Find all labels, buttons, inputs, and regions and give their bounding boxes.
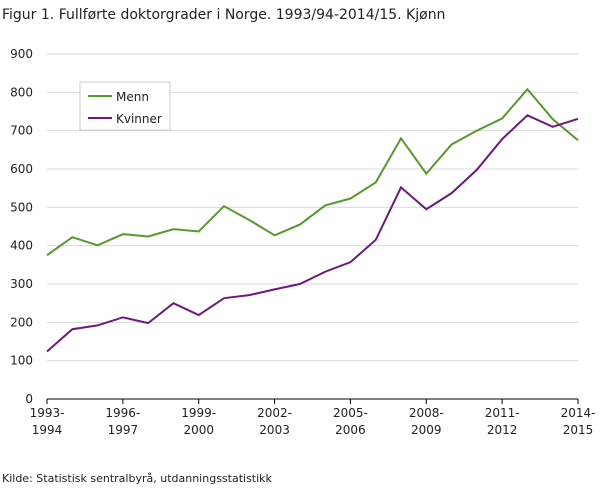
legend-box xyxy=(79,81,171,131)
y-tick-label: 600 xyxy=(10,162,33,176)
x-tick-label: 1993-1994 xyxy=(30,406,65,437)
y-tick-label: 200 xyxy=(10,315,33,329)
x-tick-label: 2002-2003 xyxy=(257,406,292,437)
legend-label: Kvinner xyxy=(116,112,162,126)
y-tick-label: 900 xyxy=(10,47,33,61)
chart-title: Figur 1. Fullførte doktorgrader i Norge.… xyxy=(2,7,445,23)
x-tick-label: 2014-2015 xyxy=(561,406,596,437)
y-tick-label: 0 xyxy=(25,392,33,406)
x-tick-label: 2005-2006 xyxy=(333,406,368,437)
y-tick-label: 400 xyxy=(10,239,33,253)
legend-label: Menn xyxy=(116,90,149,104)
y-tick-label: 700 xyxy=(10,124,33,138)
source-note: Kilde: Statistisk sentralbyrå, utdanning… xyxy=(2,472,273,485)
y-tick-label: 500 xyxy=(10,200,33,214)
x-tick-label: 2011-2012 xyxy=(485,406,520,437)
series-line xyxy=(46,114,579,353)
x-tick-label: 1999-2000 xyxy=(181,406,216,437)
x-tick-label: 1996-1997 xyxy=(105,406,140,437)
series-line xyxy=(46,87,579,257)
y-tick-label: 100 xyxy=(10,354,33,368)
y-tick-label: 800 xyxy=(10,85,33,99)
x-tick-label: 2008-2009 xyxy=(409,406,444,437)
y-tick-label: 300 xyxy=(10,277,33,291)
